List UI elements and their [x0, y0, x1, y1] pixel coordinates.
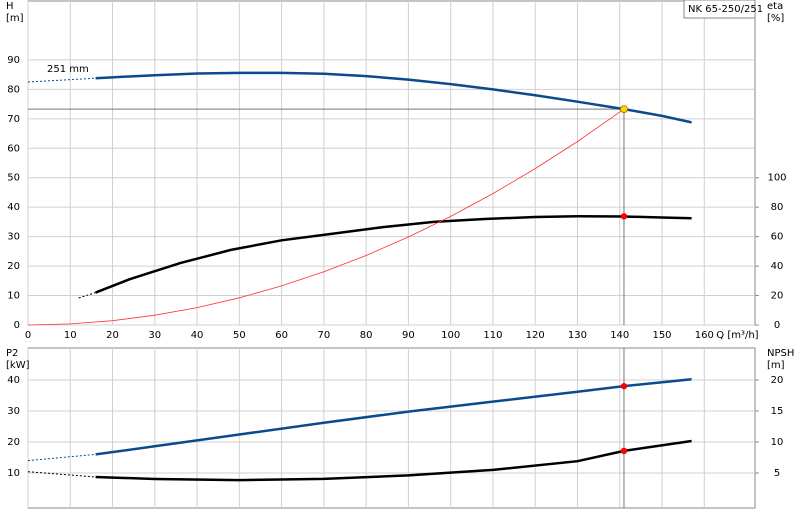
x-tick-label: 40 — [191, 330, 204, 341]
plot-area — [27, 347, 756, 509]
y-tick-label: 20 — [7, 261, 20, 272]
y2-tick-label: 60 — [771, 232, 784, 243]
y-tick-label: 30 — [7, 406, 20, 417]
y2-axis-label: [m] — [767, 360, 785, 371]
x-tick-label: 90 — [402, 330, 415, 341]
chart-title: NK 65-250/251 — [688, 4, 763, 15]
curve — [27, 77, 96, 83]
x-tick-label: 60 — [275, 330, 288, 341]
curve — [27, 108, 625, 326]
y-tick-label: 20 — [7, 437, 20, 448]
y2-tick-label: 5 — [774, 468, 780, 479]
x-tick-label: 130 — [568, 330, 587, 341]
operating-point — [620, 105, 628, 113]
x-tick-label: 70 — [318, 330, 331, 341]
y-axis-label: [kW] — [6, 360, 30, 371]
duty-marker — [620, 382, 628, 390]
curve-annotation: 251 mm — [47, 64, 89, 75]
y2-axis-label: NPSH — [767, 348, 794, 359]
curve — [95, 215, 692, 294]
y2-tick-label: 20 — [771, 291, 784, 302]
y-tick-label: 80 — [7, 84, 20, 95]
curve — [95, 439, 692, 482]
x-tick-label: 160 — [695, 330, 714, 341]
y-tick-label: 50 — [7, 173, 20, 184]
y2-axis-label: eta — [767, 1, 783, 12]
y-tick-label: 90 — [7, 55, 20, 66]
y2-tick-label: 80 — [771, 202, 784, 213]
curve — [78, 292, 96, 299]
y-tick-label: 0 — [14, 320, 20, 331]
x-tick-label: 110 — [483, 330, 502, 341]
y-tick-label: 60 — [7, 143, 20, 154]
title-box — [683, 0, 756, 19]
x-axis-label: Q [m³/h] — [716, 330, 758, 341]
y-tick-label: 30 — [7, 232, 20, 243]
y-axis-label: P2 — [6, 348, 18, 359]
y-tick-label: 10 — [7, 291, 20, 302]
y-axis-label: H — [6, 1, 14, 12]
x-tick-label: 150 — [652, 330, 671, 341]
y-axis-label: [m] — [6, 13, 24, 24]
plot-area — [27, 0, 756, 326]
x-tick-label: 20 — [106, 330, 119, 341]
duty-marker — [620, 213, 628, 220]
y2-tick-label: 20 — [771, 375, 784, 386]
y2-tick-label: 15 — [771, 406, 784, 417]
y-tick-label: 40 — [7, 202, 20, 213]
x-tick-label: 140 — [610, 330, 629, 341]
y2-axis-label: [%] — [767, 13, 784, 24]
x-tick-label: 0 — [25, 330, 31, 341]
y-tick-label: 40 — [7, 375, 20, 386]
curve — [95, 71, 692, 124]
curve — [27, 471, 96, 478]
x-tick-label: 100 — [441, 330, 460, 341]
x-tick-label: 120 — [526, 330, 545, 341]
y2-tick-label: 100 — [767, 173, 786, 184]
y2-tick-label: 40 — [771, 261, 784, 272]
y-tick-label: 10 — [7, 468, 20, 479]
x-tick-label: 50 — [233, 330, 246, 341]
x-tick-label: 10 — [64, 330, 77, 341]
y2-tick-label: 0 — [774, 320, 780, 331]
x-tick-label: 30 — [148, 330, 161, 341]
curve — [27, 453, 96, 462]
x-tick-label: 80 — [360, 330, 373, 341]
duty-marker — [620, 447, 628, 455]
y-tick-label: 70 — [7, 114, 20, 125]
y2-tick-label: 10 — [771, 437, 784, 448]
curve — [95, 378, 692, 456]
